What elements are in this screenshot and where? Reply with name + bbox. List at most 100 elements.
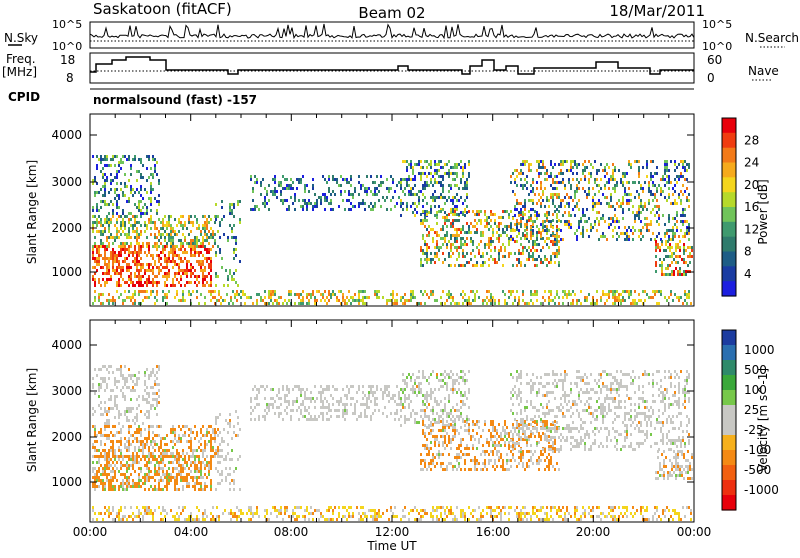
range-cell xyxy=(229,488,231,491)
range-cell xyxy=(138,455,140,458)
range-cell xyxy=(106,437,108,440)
range-cell xyxy=(568,223,570,226)
range-cell xyxy=(110,407,112,410)
range-cell xyxy=(458,234,460,237)
range-cell xyxy=(689,252,691,255)
range-cell xyxy=(422,293,424,296)
range-cell xyxy=(110,275,112,278)
range-cell xyxy=(376,293,378,296)
range-cell xyxy=(476,290,478,293)
range-cell xyxy=(288,208,290,211)
range-cell xyxy=(586,299,588,302)
range-cell xyxy=(328,293,330,296)
range-cell xyxy=(130,398,132,401)
range-cell xyxy=(340,400,342,403)
range-cell xyxy=(582,214,584,217)
range-cell xyxy=(170,215,172,218)
range-cell xyxy=(683,261,685,264)
range-cell xyxy=(632,302,634,305)
range-cell xyxy=(208,461,210,464)
range-cell xyxy=(540,202,542,205)
range-cell xyxy=(156,254,158,257)
range-cell xyxy=(675,255,677,258)
range-cell xyxy=(140,431,142,434)
range-cell xyxy=(454,379,456,382)
range-cell xyxy=(178,269,180,272)
range-cell xyxy=(206,236,208,239)
range-cell xyxy=(322,406,324,409)
range-cell xyxy=(420,258,422,261)
range-cell xyxy=(528,216,530,219)
range-cell xyxy=(408,184,410,187)
range-cell xyxy=(542,226,544,229)
date-title: 18/Mar/2011 xyxy=(609,2,705,20)
range-cell xyxy=(198,446,200,449)
range-cell xyxy=(464,379,466,382)
range-cell xyxy=(122,386,124,389)
range-cell xyxy=(132,467,134,470)
range-cell xyxy=(239,200,241,203)
range-cell xyxy=(554,187,556,190)
range-cell xyxy=(146,443,148,446)
range-cell xyxy=(144,473,146,476)
range-cell xyxy=(462,302,464,305)
range-cell xyxy=(332,397,334,400)
range-cell xyxy=(606,299,608,302)
range-cell xyxy=(444,196,446,199)
range-cell xyxy=(272,193,274,196)
range-cell xyxy=(150,293,152,296)
range-cell xyxy=(624,187,626,190)
range-cell xyxy=(446,225,448,228)
range-cell xyxy=(462,169,464,172)
range-cell xyxy=(138,236,140,239)
range-cell xyxy=(600,299,602,302)
freq-panel: Freq. [MHz] 18 8 60 0 Nave xyxy=(2,52,779,85)
range-cell xyxy=(233,272,235,275)
range-cell xyxy=(434,441,436,444)
range-cell xyxy=(126,386,128,389)
range-cell xyxy=(538,175,540,178)
range-cell xyxy=(274,181,276,184)
range-cell xyxy=(602,235,604,238)
range-cell xyxy=(504,210,506,213)
range-cell xyxy=(628,202,630,205)
range-cell xyxy=(148,377,150,380)
range-cell xyxy=(124,257,126,260)
range-cell xyxy=(584,175,586,178)
range-cell xyxy=(672,202,674,205)
range-cell xyxy=(670,160,672,163)
range-cell xyxy=(180,275,182,278)
range-cell xyxy=(126,281,128,284)
range-cell xyxy=(302,302,304,305)
range-cell xyxy=(122,392,124,395)
range-cell xyxy=(638,235,640,238)
range-cell xyxy=(217,428,219,431)
range-cell xyxy=(686,196,688,199)
range-cell xyxy=(204,233,206,236)
range-cell xyxy=(688,193,690,196)
range-cell xyxy=(486,222,488,225)
range-cell xyxy=(204,215,206,218)
range-cell xyxy=(94,242,96,245)
range-cell xyxy=(294,293,296,296)
range-cell xyxy=(108,230,110,233)
range-cell xyxy=(176,458,178,461)
range-cell xyxy=(440,196,442,199)
range-cell xyxy=(112,203,114,206)
range-cell xyxy=(162,479,164,482)
range-cell xyxy=(608,226,610,229)
range-cell xyxy=(118,440,120,443)
colorbar-swatch xyxy=(722,252,736,267)
range-cell xyxy=(628,235,630,238)
range-cell xyxy=(462,296,464,299)
range-cell xyxy=(656,220,658,223)
range-cell xyxy=(116,182,118,185)
range-cell xyxy=(620,205,622,208)
range-cell xyxy=(640,232,642,235)
range-cell xyxy=(430,290,432,293)
range-cell xyxy=(662,178,664,181)
range-cell xyxy=(98,485,100,488)
range-cell xyxy=(124,182,126,185)
range-cell xyxy=(172,470,174,473)
range-cell xyxy=(650,190,652,193)
